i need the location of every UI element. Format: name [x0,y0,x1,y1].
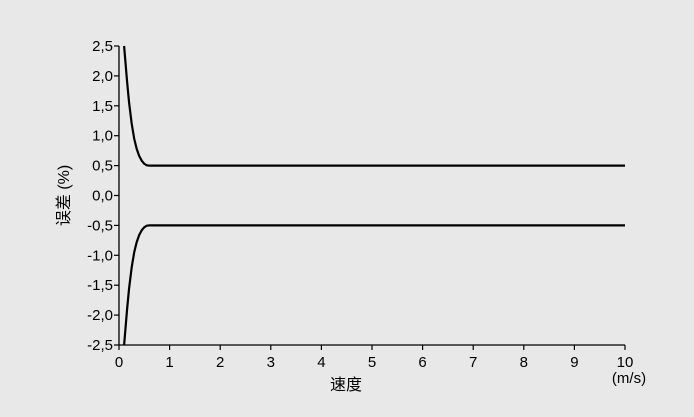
upper-error-limit-line [123,45,625,167]
y-tick-label: 1,0 [92,128,113,145]
x-axis-title: 速度 [330,376,362,394]
x-tick-label: 5 [368,354,376,371]
y-tick-label: -2,0 [87,307,113,324]
y-tick-label: -1,5 [87,277,113,294]
x-tick-label: 10 [617,354,634,371]
y-tick-label: 2,5 [92,38,113,55]
x-tick-label: 7 [469,354,477,371]
series-group [123,45,625,346]
y-tick-label: -1,0 [87,247,113,264]
x-tick-label: 9 [570,354,578,371]
y-tick-label: 0,0 [92,188,113,205]
y-tick-label: -0,5 [87,217,113,234]
x-axis-ticks: 0 1 2 3 4 5 6 7 8 9 10 [115,345,634,371]
x-tick-label: 8 [520,354,528,371]
x-tick-label: 3 [267,354,275,371]
y-tick-label: 0,5 [92,158,113,175]
x-tick-label: 4 [317,354,325,371]
y-tick-label: -2,5 [87,337,113,354]
x-tick-label: 6 [418,354,426,371]
y-axis-ticks: 2,5 2,0 1,5 1,0 0,5 0,0 -0,5 -1,0 -1,5 -2,0 -2,5 [87,38,119,354]
y-tick-label: 1,5 [92,98,113,115]
y-tick-label: 2,0 [92,68,113,85]
x-axis-unit: (m/s) [612,370,646,387]
x-tick-label: 1 [165,354,173,371]
lower-error-limit-line [123,224,625,346]
x-tick-label: 2 [216,354,224,371]
x-tick-label: 0 [115,354,123,371]
y-axis-title: 误差 (%) [55,165,73,226]
